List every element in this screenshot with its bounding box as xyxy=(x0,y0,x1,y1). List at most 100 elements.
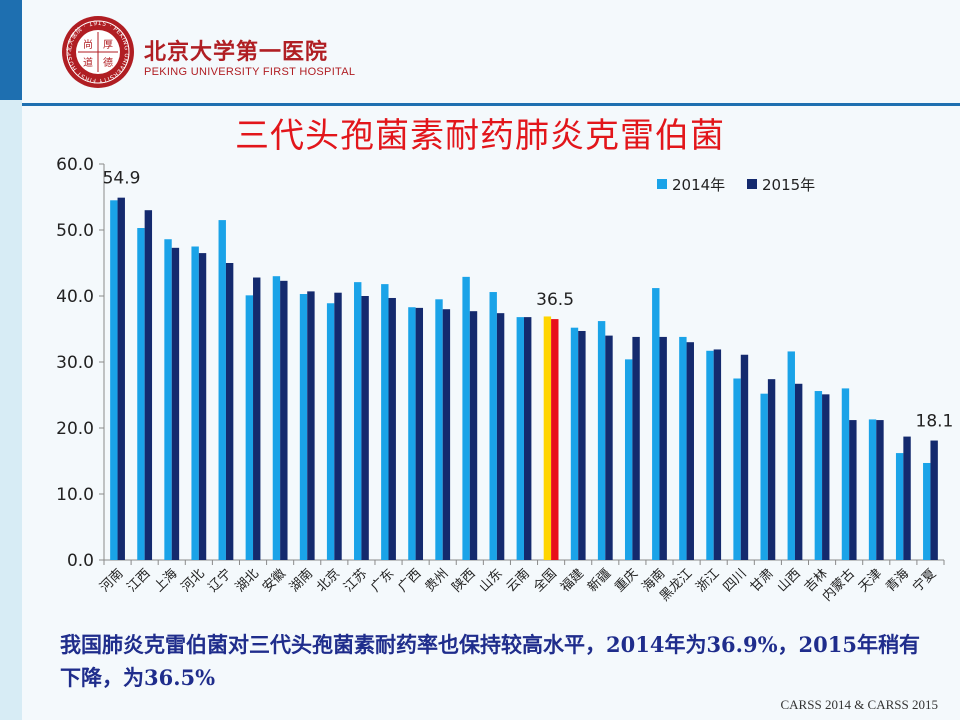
bar-2015-广东 xyxy=(388,297,396,560)
source-footer: CARSS 2014 & CARSS 2015 xyxy=(780,697,939,712)
bar-2014-山西 xyxy=(787,351,795,560)
bar-2014-浙江 xyxy=(706,350,714,560)
bar-2014-河南 xyxy=(110,200,118,561)
bar-2015-山西 xyxy=(794,383,803,560)
x-tick-label: 新疆 xyxy=(584,566,614,596)
x-tick-label: 云南 xyxy=(503,566,533,596)
bar-2014-河北 xyxy=(191,246,199,560)
bar-2015-江苏 xyxy=(361,296,369,560)
hospital-name: 北京大学第一医院 xyxy=(144,39,329,65)
bar-2014-新疆 xyxy=(597,321,606,560)
x-tick-label: 广西 xyxy=(395,566,424,595)
x-tick-label: 山西 xyxy=(775,566,804,595)
x-tick-label: 宁夏 xyxy=(910,566,940,596)
legend-label: 2015年 xyxy=(762,176,815,194)
x-tick-label: 天津 xyxy=(856,566,885,595)
bar-2014-宁夏 xyxy=(923,462,931,560)
x-tick-label: 四川 xyxy=(721,566,750,595)
bar-2015-天津 xyxy=(876,420,884,560)
bar-2015-新疆 xyxy=(605,335,613,560)
bar-2014-海南 xyxy=(652,288,660,560)
bar-2015-吉林 xyxy=(822,394,830,560)
bar-2014-内蒙古 xyxy=(841,388,850,560)
y-tick-label: 0.0 xyxy=(67,551,94,571)
bar-2014-贵州 xyxy=(435,299,443,560)
x-tick-label: 辽宁 xyxy=(205,566,235,596)
bar-2015-湖北 xyxy=(253,277,261,560)
bar-2015-辽宁 xyxy=(225,263,234,560)
hospital-logo: 北大医院 · 1915 · PEKING UNIVERSITY FIRST HO… xyxy=(60,14,355,90)
slide-caption: 我国肺炎克雷伯菌对三代头孢菌素耐药率也保持较高水平，2014年为36.9%，20… xyxy=(60,632,920,690)
bar-2014-上海 xyxy=(164,239,172,560)
x-tick-label: 陕西 xyxy=(450,566,479,595)
bar-2015-北京 xyxy=(334,292,342,560)
bar-2014-黑龙江 xyxy=(679,336,687,560)
bar-2014-重庆 xyxy=(624,359,633,560)
bar-2014-辽宁 xyxy=(218,220,226,560)
y-tick-label: 10.0 xyxy=(56,485,94,505)
svg-text:德: 德 xyxy=(103,56,113,69)
bar-2015-全国 xyxy=(551,319,559,560)
svg-text:厚: 厚 xyxy=(103,39,113,51)
x-tick-label: 重庆 xyxy=(612,566,642,596)
x-tick-label: 安徽 xyxy=(260,566,289,595)
x-tick-label: 江苏 xyxy=(341,566,371,596)
bar-2015-内蒙古 xyxy=(849,420,857,560)
legend-label: 2014年 xyxy=(672,176,725,194)
bar-2015-福建 xyxy=(578,330,586,560)
bar-2015-黑龙江 xyxy=(686,342,694,560)
y-tick-label: 30.0 xyxy=(56,353,94,373)
bar-2015-重庆 xyxy=(632,336,640,560)
y-tick-label: 50.0 xyxy=(56,221,94,241)
left-decor-bar xyxy=(0,0,22,720)
bar-2014-陕西 xyxy=(462,276,470,560)
bar-2014-北京 xyxy=(326,303,335,560)
hospital-seal-icon: 北大医院 · 1915 · PEKING UNIVERSITY FIRST HO… xyxy=(60,14,134,88)
bar-2014-全国 xyxy=(543,316,552,560)
bar-2014-湖北 xyxy=(245,295,254,560)
x-tick-label: 北京 xyxy=(314,566,343,595)
svg-text:道: 道 xyxy=(83,56,93,69)
y-tick-label: 40.0 xyxy=(56,287,94,307)
x-tick-label: 湖南 xyxy=(286,566,316,596)
bar-2014-福建 xyxy=(570,327,579,560)
bar-2015-山东 xyxy=(496,313,505,560)
bar-2014-青海 xyxy=(895,453,904,560)
bar-2014-广西 xyxy=(408,307,416,560)
legend-swatch-2015年 xyxy=(747,179,757,189)
x-tick-label: 山东 xyxy=(477,566,506,595)
bar-2015-宁夏 xyxy=(930,440,938,560)
x-tick-label: 青海 xyxy=(883,566,912,595)
bar-2014-四川 xyxy=(733,378,741,560)
data-label: 18.1 xyxy=(916,412,954,432)
x-tick-label: 江西 xyxy=(124,566,153,595)
slide-title: 三代头孢菌素耐药肺炎克雷伯菌 xyxy=(235,116,725,156)
bar-2015-河北 xyxy=(198,253,207,560)
x-tick-label: 河南 xyxy=(97,566,127,596)
bar-2015-四川 xyxy=(740,354,749,560)
svg-text:尚: 尚 xyxy=(83,38,93,51)
bar-2014-山东 xyxy=(489,292,497,560)
bar-2014-湖南 xyxy=(299,294,308,560)
y-tick-label: 60.0 xyxy=(56,155,94,175)
bar-2014-江苏 xyxy=(354,282,362,560)
bar-2015-广西 xyxy=(415,307,424,560)
data-label: 36.5 xyxy=(536,290,574,310)
legend-swatch-2014年 xyxy=(657,179,667,189)
x-tick-label: 浙江 xyxy=(694,566,723,595)
bar-2015-江西 xyxy=(144,210,153,560)
bar-2015-云南 xyxy=(524,317,532,560)
hospital-name-english: PEKING UNIVERSITY FIRST HOSPITAL xyxy=(144,66,356,78)
bar-2015-贵州 xyxy=(442,309,451,560)
header-divider xyxy=(22,103,960,106)
x-tick-label: 全国 xyxy=(530,566,560,596)
resistance-bar-chart: 0.0 10.0 20.0 30.0 40.0 50.0 60.0 河南江西上海河北辽宁湖北安… xyxy=(56,155,954,604)
x-tick-label: 广东 xyxy=(368,566,397,595)
x-tick-label: 河北 xyxy=(179,566,208,595)
x-tick-label: 湖北 xyxy=(233,566,262,595)
bar-2015-甘肃 xyxy=(767,379,776,560)
bar-2014-江西 xyxy=(137,228,145,560)
bar-2015-河南 xyxy=(117,197,125,560)
bar-2014-甘肃 xyxy=(760,393,768,560)
y-tick-label: 20.0 xyxy=(56,419,94,439)
